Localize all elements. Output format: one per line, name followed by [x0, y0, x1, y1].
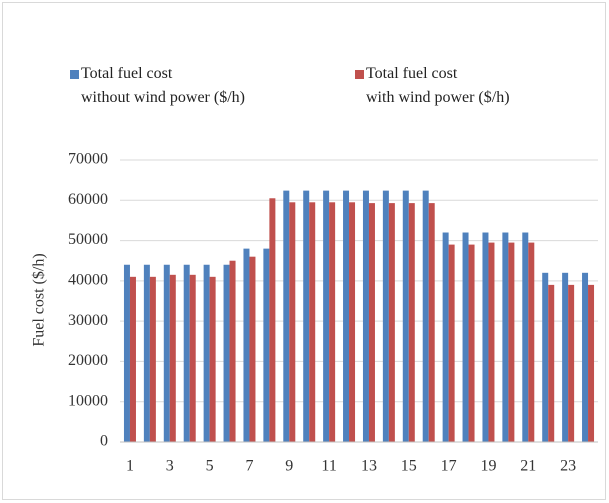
y-tick-label: 10000: [68, 392, 108, 409]
bar: [582, 272, 589, 442]
y-axis-title: Fuel cost ($/h): [31, 253, 48, 346]
bar: [542, 272, 549, 442]
bar: [149, 276, 156, 442]
bar: [283, 190, 290, 442]
legend-swatch: [355, 70, 364, 79]
bar: [362, 190, 369, 442]
legend-item: Total fuel cost without wind power ($/h): [70, 62, 245, 110]
x-tick-label: 7: [245, 458, 253, 475]
bar: [163, 264, 170, 442]
y-tick-label: 20000: [68, 352, 108, 369]
bar: [343, 190, 350, 442]
bar: [263, 248, 270, 442]
legend-swatch: [70, 70, 79, 79]
bar: [329, 202, 336, 442]
bar: [249, 256, 256, 442]
x-tick-label: 1: [126, 458, 134, 475]
bar: [368, 203, 375, 442]
legend-label: Total fuel cost without wind power ($/h): [81, 65, 245, 106]
y-tick-label: 70000: [68, 151, 108, 168]
bar: [123, 264, 130, 442]
bar: [422, 190, 429, 442]
x-tick-label: 21: [520, 458, 536, 475]
bar: [229, 260, 236, 442]
bar: [388, 203, 395, 442]
bar: [243, 248, 250, 442]
bar: [223, 264, 230, 442]
bar: [442, 232, 449, 442]
x-tick-label: 5: [206, 458, 214, 475]
legend-item: Total fuel cost with wind power ($/h): [355, 62, 510, 110]
x-tick-label: 17: [441, 458, 457, 475]
bar: [129, 276, 136, 442]
y-tick-label: 30000: [68, 312, 108, 329]
legend-label: Total fuel cost with wind power ($/h): [366, 65, 510, 106]
x-tick-label: 3: [166, 458, 174, 475]
bar: [402, 190, 409, 442]
bar: [408, 203, 415, 442]
bar: [349, 202, 356, 442]
x-tick-label: 15: [401, 458, 417, 475]
bar: [203, 264, 210, 442]
bar: [482, 232, 489, 442]
x-tick-label: 19: [480, 458, 496, 475]
bar: [562, 272, 569, 442]
y-tick-label: 0: [100, 433, 108, 450]
bar: [568, 284, 575, 442]
bar: [189, 274, 196, 442]
y-tick-label: 60000: [68, 191, 108, 208]
x-tick-label: 11: [321, 458, 336, 475]
x-tick-label: 13: [361, 458, 377, 475]
bar: [309, 202, 316, 442]
bar: [323, 190, 330, 442]
bar: [428, 203, 435, 442]
bar: [508, 242, 515, 442]
x-tick-label: 9: [285, 458, 293, 475]
bar: [269, 198, 276, 442]
bar: [183, 264, 190, 442]
bar: [289, 202, 296, 442]
bar: [548, 284, 555, 442]
bar: [528, 242, 535, 442]
bar: [303, 190, 310, 442]
bar: [169, 274, 176, 442]
bar: [382, 190, 389, 442]
bar: [488, 242, 495, 442]
bar: [588, 284, 595, 442]
x-tick-label: 23: [560, 458, 576, 475]
bar: [462, 232, 469, 442]
y-tick-label: 50000: [68, 231, 108, 248]
bar: [468, 244, 475, 442]
bar: [502, 232, 509, 442]
bar: [209, 276, 216, 442]
bar: [448, 244, 455, 442]
bar: [143, 264, 150, 442]
y-tick-label: 40000: [68, 272, 108, 289]
bar: [522, 232, 529, 442]
